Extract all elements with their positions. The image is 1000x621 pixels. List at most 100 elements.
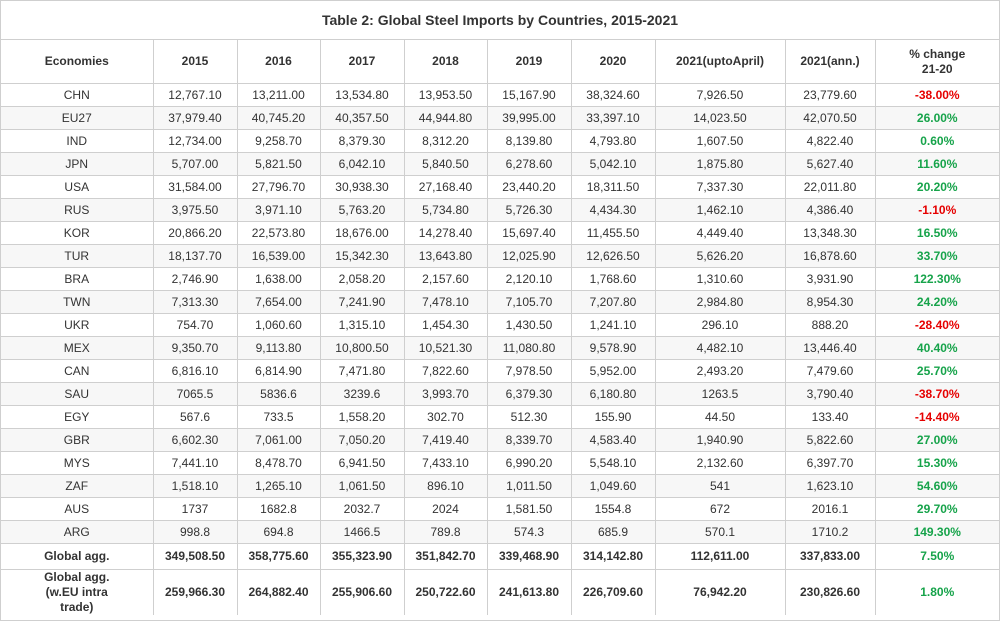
cell-2015: 6,602.30 bbox=[152, 428, 238, 452]
cell-2016: 9,258.70 bbox=[236, 129, 321, 153]
cell-economy: RUS bbox=[1, 198, 154, 222]
cell-economy: JPN bbox=[1, 152, 154, 176]
cell-2018: 14,278.40 bbox=[403, 221, 488, 245]
cell-2021-upto-april: 44.50 bbox=[654, 405, 786, 429]
cell-pct-change: 29.70% bbox=[874, 497, 999, 521]
cell-2017: 13,534.80 bbox=[319, 83, 405, 107]
table-row: AUS 1737 1682.8 2032.7 2024 1,581.50 1554.8 672… bbox=[1, 497, 999, 521]
steel-imports-table: Economies 2015 2016 2017 2018 2019 2020 … bbox=[1, 40, 999, 615]
cell-pct-change: 15.30% bbox=[874, 451, 999, 475]
cell-2020: 685.9 bbox=[570, 520, 656, 544]
cell-2018: 1,454.30 bbox=[403, 313, 488, 337]
cell-2016: 694.8 bbox=[236, 520, 321, 544]
cell-2020: 1554.8 bbox=[570, 497, 656, 521]
cell-2017: 15,342.30 bbox=[319, 244, 405, 268]
cell-economy: Global agg. (w.EU intra trade) bbox=[1, 569, 154, 615]
cell-2018: 3,993.70 bbox=[403, 382, 488, 406]
cell-2016: 40,745.20 bbox=[236, 106, 321, 130]
table-row: JPN 5,707.00 5,821.50 6,042.10 5,840.50 6,278… bbox=[1, 152, 999, 176]
cell-2020: 6,180.80 bbox=[570, 382, 656, 406]
cell-2018: 7,822.60 bbox=[403, 359, 488, 383]
cell-2020: 18,311.50 bbox=[570, 175, 656, 199]
cell-2020: 5,042.10 bbox=[570, 152, 656, 176]
cell-pct-change: 1.80% bbox=[874, 569, 999, 615]
cell-2021-annualized: 888.20 bbox=[784, 313, 876, 337]
cell-economy: EGY bbox=[1, 405, 154, 429]
cell-2019: 1,011.50 bbox=[486, 474, 572, 498]
cell-2021-annualized: 5,627.40 bbox=[784, 152, 876, 176]
cell-2018: 351,842.70 bbox=[403, 543, 488, 570]
table-title: Table 2: Global Steel Imports by Countri… bbox=[1, 1, 999, 40]
cell-2017: 10,800.50 bbox=[319, 336, 405, 360]
cell-2017: 7,471.80 bbox=[319, 359, 405, 383]
cell-2020: 9,578.90 bbox=[570, 336, 656, 360]
cell-pct-change: 149.30% bbox=[874, 520, 999, 544]
cell-economy: CHN bbox=[1, 83, 154, 107]
cell-2017: 255,906.60 bbox=[319, 569, 405, 615]
cell-2021-upto-april: 570.1 bbox=[654, 520, 786, 544]
cell-2019: 1,581.50 bbox=[486, 497, 572, 521]
cell-2021-upto-april: 4,449.40 bbox=[654, 221, 786, 245]
cell-2017: 1,315.10 bbox=[319, 313, 405, 337]
cell-pct-change: 0.60% bbox=[874, 129, 999, 153]
cell-2015: 1737 bbox=[152, 497, 238, 521]
cell-2021-upto-april: 2,493.20 bbox=[654, 359, 786, 383]
cell-2020: 5,548.10 bbox=[570, 451, 656, 475]
cell-2018: 27,168.40 bbox=[403, 175, 488, 199]
cell-2019: 5,726.30 bbox=[486, 198, 572, 222]
cell-2016: 3,971.10 bbox=[236, 198, 321, 222]
cell-2021-annualized: 22,011.80 bbox=[784, 175, 876, 199]
cell-2017: 7,050.20 bbox=[319, 428, 405, 452]
header-2017: 2017 bbox=[319, 40, 405, 84]
cell-2019: 23,440.20 bbox=[486, 175, 572, 199]
table-row: ARG 998.8 694.8 1466.5 789.8 574.3 685.9 570.1 1… bbox=[1, 520, 999, 544]
table-row: ZAF 1,518.10 1,265.10 1,061.50 896.10 1,011.5… bbox=[1, 474, 999, 498]
cell-2015: 3,975.50 bbox=[152, 198, 238, 222]
cell-2016: 5836.6 bbox=[236, 382, 321, 406]
cell-economy: SAU bbox=[1, 382, 154, 406]
cell-2021-upto-april: 112,611.00 bbox=[654, 543, 786, 570]
cell-2021-annualized: 337,833.00 bbox=[784, 543, 876, 570]
cell-2020: 155.90 bbox=[570, 405, 656, 429]
cell-2021-annualized: 13,348.30 bbox=[784, 221, 876, 245]
cell-2021-annualized: 4,386.40 bbox=[784, 198, 876, 222]
table-row: RUS 3,975.50 3,971.10 5,763.20 5,734.80 5,726… bbox=[1, 198, 999, 222]
cell-2021-upto-april: 296.10 bbox=[654, 313, 786, 337]
table-row: KOR 20,866.20 22,573.80 18,676.00 14,278.40 1… bbox=[1, 221, 999, 245]
cell-2021-annualized: 42,070.50 bbox=[784, 106, 876, 130]
cell-2016: 1682.8 bbox=[236, 497, 321, 521]
cell-economy: ARG bbox=[1, 520, 154, 544]
cell-2018: 2,157.60 bbox=[403, 267, 488, 291]
header-2020: 2020 bbox=[570, 40, 656, 84]
cell-2017: 40,357.50 bbox=[319, 106, 405, 130]
cell-2015: 37,979.40 bbox=[152, 106, 238, 130]
cell-pct-change: 33.70% bbox=[874, 244, 999, 268]
cell-2015: 12,734.00 bbox=[152, 129, 238, 153]
cell-economy: KOR bbox=[1, 221, 154, 245]
cell-2021-annualized: 16,878.60 bbox=[784, 244, 876, 268]
cell-2021-upto-april: 672 bbox=[654, 497, 786, 521]
cell-2017: 6,941.50 bbox=[319, 451, 405, 475]
cell-2018: 896.10 bbox=[403, 474, 488, 498]
cell-2015: 7065.5 bbox=[152, 382, 238, 406]
cell-2021-annualized: 6,397.70 bbox=[784, 451, 876, 475]
cell-2016: 7,654.00 bbox=[236, 290, 321, 314]
cell-2015: 7,313.30 bbox=[152, 290, 238, 314]
cell-2021-upto-april: 14,023.50 bbox=[654, 106, 786, 130]
cell-2019: 39,995.00 bbox=[486, 106, 572, 130]
cell-2021-upto-april: 7,337.30 bbox=[654, 175, 786, 199]
header-2021-upto-april: 2021(uptoApril) bbox=[654, 40, 786, 84]
cell-pct-change: 54.60% bbox=[874, 474, 999, 498]
cell-2015: 5,707.00 bbox=[152, 152, 238, 176]
cell-2020: 4,434.30 bbox=[570, 198, 656, 222]
cell-2015: 998.8 bbox=[152, 520, 238, 544]
cell-2019: 7,105.70 bbox=[486, 290, 572, 314]
table-row: TWN 7,313.30 7,654.00 7,241.90 7,478.10 7,105… bbox=[1, 290, 999, 314]
cell-2016: 1,265.10 bbox=[236, 474, 321, 498]
cell-2018: 7,478.10 bbox=[403, 290, 488, 314]
cell-2019: 12,025.90 bbox=[486, 244, 572, 268]
cell-2016: 8,478.70 bbox=[236, 451, 321, 475]
cell-pct-change: -14.40% bbox=[874, 405, 999, 429]
header-economies: Economies bbox=[1, 40, 154, 84]
cell-2021-annualized: 7,479.60 bbox=[784, 359, 876, 383]
